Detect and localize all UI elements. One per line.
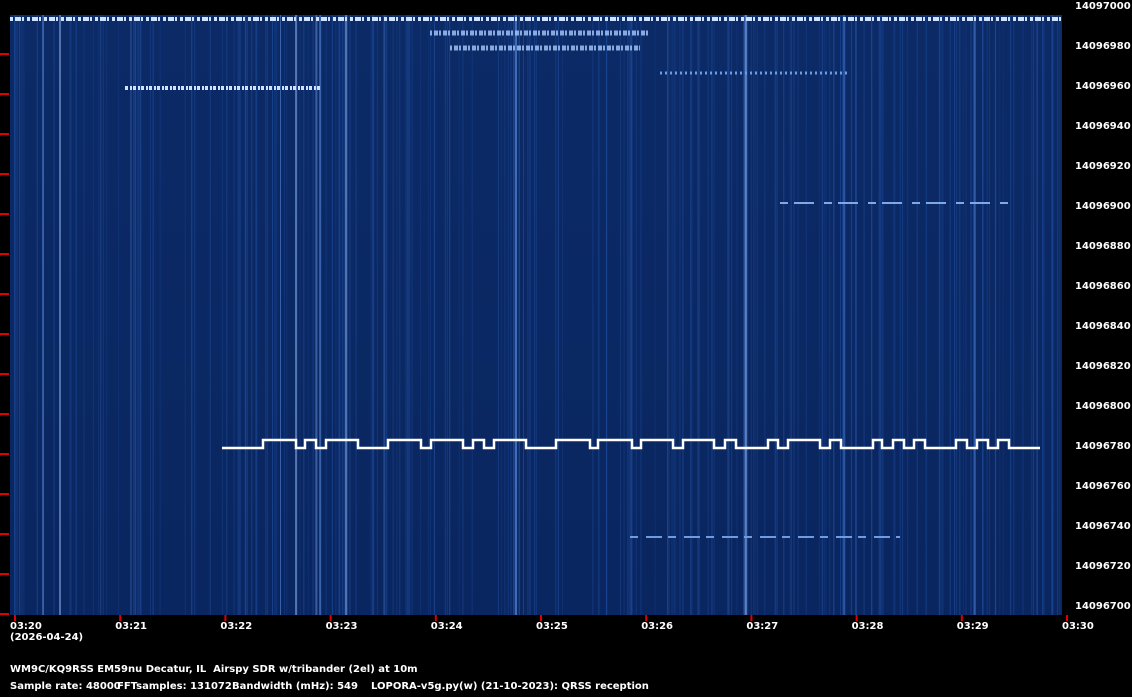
date: (2026-04-24) [10,632,83,643]
x-tick-label: 03:27 [746,621,778,632]
y-tick-label: 14096980 [1075,41,1131,52]
y-tick-label: 14096940 [1075,121,1131,132]
y-tick-label: 14096960 [1075,81,1131,92]
x-tick-label: 03:24 [431,621,463,632]
footer-item: FFTsamples: 131072 [117,681,232,692]
y-tick-label: 14096700 [1075,601,1131,612]
x-tick-label: 03:26 [641,621,673,632]
x-tick-label: 03:28 [852,621,884,632]
y-tick-label: 14096820 [1075,361,1131,372]
waterfall [10,15,1062,615]
footer-item: LOPORA-v5g.py(w) (21-10-2023): QRSS rece… [371,681,649,692]
axes: 14097000 14096980 14096960 14096940 14096920… [0,1,1131,632]
x-tick-label: 03:25 [536,621,568,632]
x-tick-label: 03:22 [220,621,252,632]
y-tick-label: 14096780 [1075,441,1131,452]
x-tick-label: 03:20 [10,621,42,632]
y-tick-label: 14096860 [1075,281,1131,292]
y-tick-label: 14096920 [1075,161,1131,172]
footer-item: Bandwidth (mHz): 549 [232,681,358,692]
y-tick-label: 14097000 [1075,1,1131,12]
signal-trace [430,30,650,51]
y-tick-label: 14096720 [1075,561,1131,572]
x-tick-label: 03:29 [957,621,989,632]
noise-streaks [14,15,1061,615]
x-tick-label: 03:21 [115,621,147,632]
station-info: WM9C/KQ9RSS EM59nu Decatur, IL Airspy SD… [10,664,418,675]
y-tick-label: 14096740 [1075,521,1131,532]
y-tick-label: 14096840 [1075,321,1131,332]
y-tick-label: 14096900 [1075,201,1131,212]
footer-item: Sample rate: 48000 [10,681,121,692]
y-tick-label: 14096760 [1075,481,1131,492]
y-tick-label: 14096800 [1075,401,1131,412]
x-tick-label: 03:23 [326,621,358,632]
x-tick-label: 03:30 [1062,621,1094,632]
qrss-signal [222,438,1040,450]
y-tick-label: 14096880 [1075,241,1131,252]
